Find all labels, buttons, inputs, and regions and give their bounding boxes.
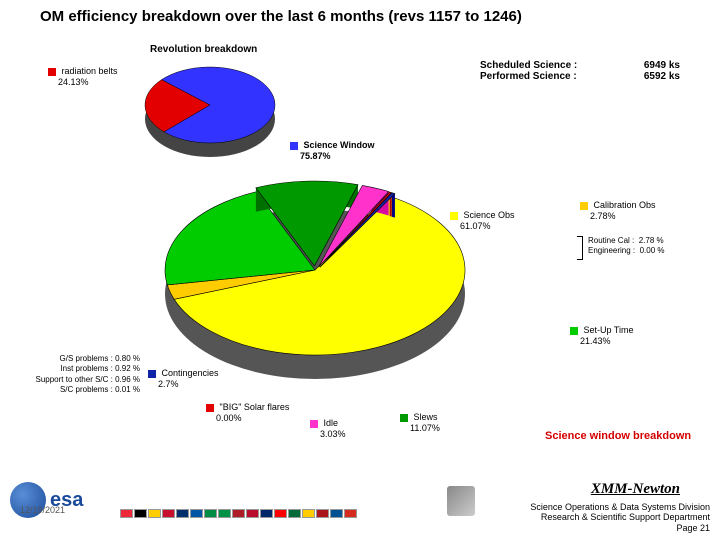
contingencies-pct: 2.7% — [158, 379, 179, 389]
radiation-belts-pct: 24.13% — [58, 77, 89, 87]
scheduled-value: 6949 ks — [644, 60, 680, 71]
contingencies-label: Contingencies 2.7% — [148, 368, 219, 390]
contig-support-k: Support to other S/C : — [35, 375, 112, 384]
flag-icon — [246, 509, 259, 518]
science-obs-text: Science Obs — [464, 210, 515, 220]
setup-time-pct: 21.43% — [580, 336, 611, 346]
flag-icon — [316, 509, 329, 518]
science-window-pie — [145, 150, 485, 400]
performed-value: 6592 ks — [644, 71, 680, 82]
mission-name: XMM-Newton — [591, 481, 680, 498]
flag-icon — [176, 509, 189, 518]
calibration-obs-text: Calibration Obs — [594, 200, 656, 210]
flag-icon — [260, 509, 273, 518]
calib-routine-k: Routine Cal : — [588, 236, 634, 245]
contig-gs-v: 0.80 % — [115, 354, 140, 363]
science-obs-label: Science Obs 61.07% — [450, 210, 515, 232]
dept-line-2: Research & Scientific Support Department — [530, 512, 710, 523]
department-block: Science Operations & Data Systems Divisi… — [530, 502, 710, 534]
radiation-belts-text: radiation belts — [62, 66, 118, 76]
flag-icon — [204, 509, 217, 518]
science-window-text: Science Window — [304, 140, 375, 150]
setup-time-label: Set-Up Time 21.43% — [570, 325, 634, 347]
footer-date: 12/19/2021 — [20, 505, 65, 515]
contig-sc-k: S/C problems : — [60, 385, 113, 394]
calibration-obs-swatch — [580, 202, 588, 210]
flag-icon — [232, 509, 245, 518]
radiation-belts-label: radiation belts 24.13% — [48, 66, 118, 88]
setup-time-swatch — [570, 327, 578, 335]
idle-text: Idle — [324, 418, 339, 428]
solar-flares-swatch — [206, 404, 214, 412]
flag-icon — [190, 509, 203, 518]
contingencies-swatch — [148, 370, 156, 378]
flag-icon — [120, 509, 133, 518]
science-window-swatch — [290, 142, 298, 150]
contig-inst-k: Inst problems : — [60, 364, 112, 373]
calib-routine-v: 2.78 % — [639, 236, 664, 245]
flag-icon — [148, 509, 161, 518]
flag-icon — [162, 509, 175, 518]
contig-inst-v: 0.92 % — [115, 364, 140, 373]
contig-sc-v: 0.01 % — [115, 385, 140, 394]
setup-time-text: Set-Up Time — [584, 325, 634, 335]
satellite-icon — [447, 486, 475, 516]
slews-swatch — [400, 414, 408, 422]
flags-row — [120, 509, 357, 518]
calibration-obs-pct: 2.78% — [590, 211, 616, 221]
contig-gs-k: G/S problems : — [60, 354, 113, 363]
contingencies-text: Contingencies — [162, 368, 219, 378]
idle-label: Idle 3.03% — [310, 418, 346, 440]
flag-icon — [288, 509, 301, 518]
slews-label: Slews 11.07% — [400, 412, 440, 434]
radiation-belts-swatch — [48, 68, 56, 76]
solar-flares-text: "BIG" Solar flares — [220, 402, 290, 412]
solar-flares-pct: 0.00% — [216, 413, 242, 423]
contig-support-v: 0.96 % — [115, 375, 140, 384]
scheduled-label: Scheduled Science : — [480, 60, 577, 71]
idle-pct: 3.03% — [320, 429, 346, 439]
flag-icon — [330, 509, 343, 518]
dept-line-1: Science Operations & Data Systems Divisi… — [530, 502, 710, 513]
flag-icon — [302, 509, 315, 518]
calib-bracket — [577, 236, 583, 260]
flag-icon — [134, 509, 147, 518]
solar-flares-label: "BIG" Solar flares 0.00% — [206, 402, 289, 424]
stats-block: Scheduled Science : 6949 ks Performed Sc… — [480, 60, 680, 82]
calibration-obs-label: Calibration Obs 2.78% — [580, 200, 656, 222]
idle-swatch — [310, 420, 318, 428]
science-obs-swatch — [450, 212, 458, 220]
contig-detail: G/S problems : 0.80 % Inst problems : 0.… — [30, 354, 140, 396]
calib-eng-k: Engineering : — [588, 246, 635, 255]
science-obs-pct: 61.07% — [460, 221, 491, 231]
flag-icon — [218, 509, 231, 518]
flag-icon — [344, 509, 357, 518]
page-title: OM efficiency breakdown over the last 6 … — [40, 8, 522, 25]
big-pie-title: Science window breakdown — [545, 430, 691, 443]
calib-eng-v: 0.00 % — [640, 246, 665, 255]
performed-label: Performed Science : — [480, 71, 577, 82]
slews-pct: 11.07% — [410, 423, 440, 433]
page-number: Page 21 — [530, 523, 710, 534]
calib-detail: Routine Cal : 2.78 % Engineering : 0.00 … — [588, 236, 665, 257]
slews-text: Slews — [414, 412, 438, 422]
footer: esa 12/19/2021 XMM-Newton Science Operat… — [0, 470, 720, 540]
flag-icon — [274, 509, 287, 518]
